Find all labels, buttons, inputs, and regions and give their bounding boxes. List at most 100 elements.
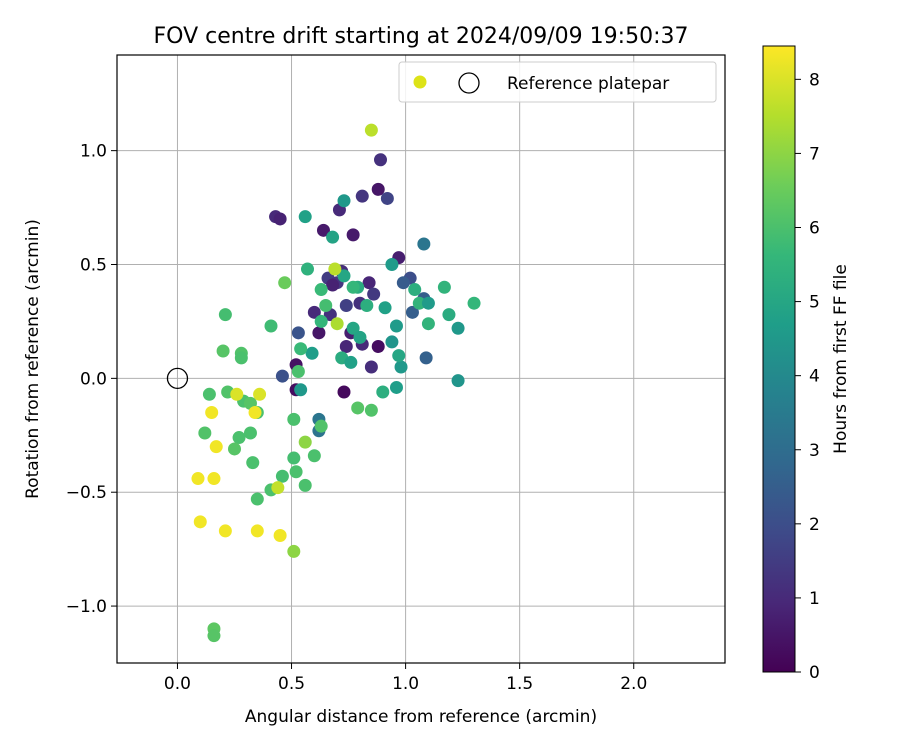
data-point <box>442 308 456 322</box>
colorbar-tick-label: 5 <box>809 293 820 313</box>
data-point <box>346 228 360 242</box>
data-point <box>314 283 328 297</box>
data-point <box>275 469 289 483</box>
data-point <box>248 406 262 420</box>
data-point <box>346 321 360 335</box>
data-point <box>250 524 264 538</box>
x-tick-label: 0.0 <box>164 674 191 694</box>
data-point <box>314 314 328 328</box>
data-point <box>307 305 321 319</box>
colorbar-tick-label: 8 <box>809 70 820 90</box>
data-point <box>202 387 216 401</box>
data-point <box>355 189 369 203</box>
data-point <box>207 629 221 643</box>
data-point <box>298 435 312 449</box>
data-point <box>367 287 381 301</box>
data-point <box>419 351 433 365</box>
data-point <box>298 478 312 492</box>
data-point <box>360 298 374 312</box>
data-point <box>326 278 340 292</box>
data-point <box>451 321 465 335</box>
data-point <box>385 335 399 349</box>
data-point <box>207 472 221 486</box>
data-point <box>193 515 207 529</box>
data-point <box>305 346 319 360</box>
colorbar-tick-label: 1 <box>809 589 820 609</box>
data-point <box>191 472 205 486</box>
y-tick-label: −0.5 <box>66 483 107 503</box>
data-point <box>392 349 406 363</box>
data-point <box>294 342 308 356</box>
x-axis-label: Angular distance from reference (arcmin) <box>245 707 597 727</box>
y-axis-ticks: −1.0 −0.5 0.0 0.5 1.0 <box>66 142 117 617</box>
data-point <box>385 257 399 271</box>
data-point <box>326 230 340 244</box>
colorbar-tick-label: 7 <box>809 144 820 164</box>
data-point <box>389 380 403 394</box>
legend-label-reference: Reference platepar <box>507 74 669 94</box>
data-point <box>287 412 301 426</box>
colorbar-ticks: 0 1 2 3 4 5 6 7 8 <box>795 70 820 683</box>
data-point <box>319 298 333 312</box>
y-tick-label: −1.0 <box>66 597 107 617</box>
data-point <box>351 401 365 415</box>
data-point <box>364 360 378 374</box>
data-point <box>378 301 392 315</box>
data-point <box>278 276 292 290</box>
data-point <box>353 330 367 344</box>
x-tick-label: 1.5 <box>506 674 533 694</box>
data-point <box>408 283 422 297</box>
x-tick-label: 0.5 <box>278 674 305 694</box>
data-point <box>294 383 308 397</box>
data-point <box>246 456 260 470</box>
y-axis-label: Rotation from reference (arcmin) <box>23 219 43 499</box>
legend: Reference platepar <box>398 61 717 103</box>
x-axis-ticks: 0.0 0.5 1.0 1.5 2.0 <box>164 663 647 694</box>
data-point <box>271 481 285 495</box>
data-point <box>437 280 451 294</box>
data-point <box>394 360 408 374</box>
data-point <box>412 296 426 310</box>
plot-frame <box>116 54 726 664</box>
data-point <box>337 385 351 399</box>
data-point <box>380 191 394 205</box>
data-point <box>291 326 305 340</box>
data-point <box>337 194 351 208</box>
data-point <box>344 355 358 369</box>
data-point <box>205 406 219 420</box>
data-point <box>417 237 431 251</box>
data-point <box>371 339 385 353</box>
data-point <box>209 440 223 454</box>
data-point <box>364 123 378 137</box>
data-point <box>218 308 232 322</box>
data-point <box>273 528 287 542</box>
data-point <box>232 431 246 445</box>
colorbar-tick-label: 4 <box>809 367 820 387</box>
data-point <box>328 262 342 276</box>
x-tick-label: 2.0 <box>620 674 647 694</box>
data-point <box>330 317 344 331</box>
y-tick-label: 0.0 <box>80 369 107 389</box>
data-point <box>374 153 388 167</box>
data-point <box>198 426 212 440</box>
reference-point <box>166 367 189 390</box>
data-point <box>389 319 403 333</box>
data-point <box>339 298 353 312</box>
colorbar-tick-label: 3 <box>809 441 820 461</box>
data-point <box>291 365 305 379</box>
chart-title: FOV centre drift starting at 2024/09/09 … <box>154 24 689 49</box>
data-point <box>371 182 385 196</box>
data-point <box>467 296 481 310</box>
data-point <box>346 280 360 294</box>
data-point <box>218 524 232 538</box>
data-point <box>216 344 230 358</box>
data-point <box>405 305 419 319</box>
data-point <box>300 262 314 276</box>
data-point <box>264 319 278 333</box>
data-points <box>191 123 481 643</box>
colorbar-tick-label: 2 <box>809 515 820 535</box>
data-point <box>364 403 378 417</box>
colorbar-tick-label: 0 <box>809 663 820 683</box>
data-point <box>298 210 312 224</box>
